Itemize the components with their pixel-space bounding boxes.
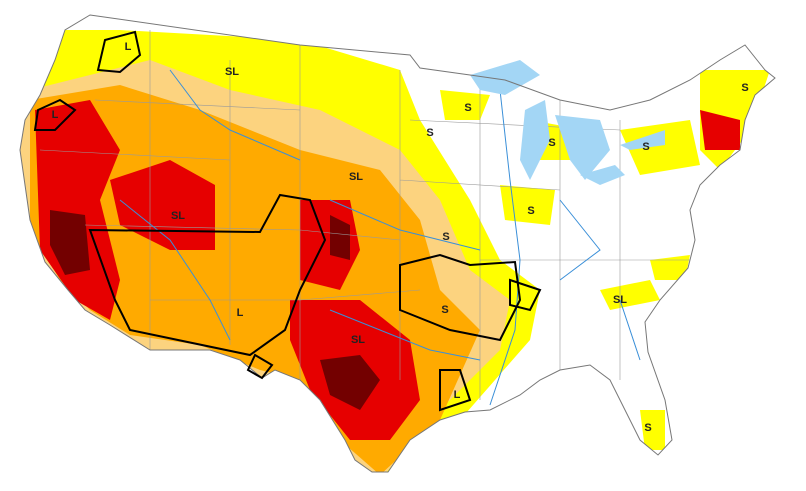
- impact-label: S: [442, 231, 449, 243]
- impact-label: S: [426, 127, 433, 139]
- impact-label: S: [642, 141, 649, 153]
- impact-label: L: [52, 109, 59, 121]
- impact-label: SL: [171, 210, 185, 222]
- impact-label: SL: [613, 294, 627, 306]
- impact-label: SL: [225, 66, 239, 78]
- extreme-drought: [35, 100, 740, 440]
- impact-label: L: [125, 41, 132, 53]
- rivers: [119, 69, 641, 406]
- us-outline: [19, 14, 776, 473]
- impact-label: L: [237, 307, 244, 319]
- impact-label: S: [527, 205, 534, 217]
- impact-boundaries: [33, 30, 542, 412]
- impact-label: S: [464, 102, 471, 114]
- great-lakes: [470, 60, 665, 185]
- state-lines: [39, 30, 690, 400]
- impact-label: S: [441, 304, 448, 316]
- abnormally-dry: [440, 70, 770, 450]
- impact-label: SL: [349, 171, 363, 183]
- impact-label: S: [548, 137, 555, 149]
- impact-label: SL: [351, 334, 365, 346]
- exceptional-drought: [50, 210, 380, 410]
- impact-label: L: [454, 389, 461, 401]
- impact-label: S: [741, 82, 748, 94]
- impact-label: S: [644, 422, 651, 434]
